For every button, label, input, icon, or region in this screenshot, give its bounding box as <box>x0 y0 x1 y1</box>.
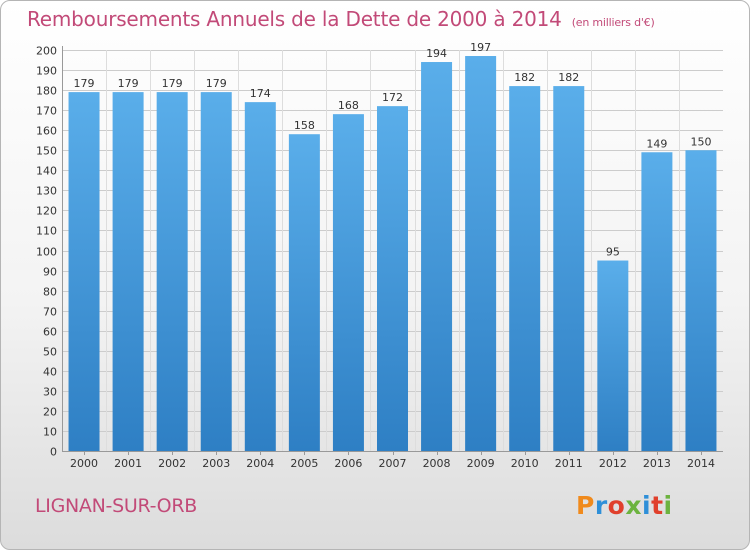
y-tick-label: 160 <box>36 125 57 138</box>
x-tick-label: 2001 <box>114 457 142 470</box>
y-tick-label: 130 <box>36 185 57 198</box>
commune-name: LIGNAN-SUR-ORB <box>35 495 197 517</box>
y-tick-label: 190 <box>36 65 57 78</box>
y-tick-label: 100 <box>36 246 57 259</box>
proxiti-logo: Proxiti <box>576 491 673 520</box>
x-tick-label: 2004 <box>246 457 274 470</box>
y-tick-label: 140 <box>36 165 57 178</box>
x-tick-label: 2013 <box>643 457 671 470</box>
y-tick-label: 110 <box>36 225 57 238</box>
x-tick-label: 2010 <box>511 457 539 470</box>
x-tick-label: 2005 <box>290 457 318 470</box>
x-tick-label: 2000 <box>70 457 98 470</box>
y-tick-label: 170 <box>36 105 57 118</box>
y-tick-label: 200 <box>36 45 57 58</box>
y-tick-label: 80 <box>43 286 57 299</box>
bars <box>68 56 717 451</box>
bar <box>421 62 453 451</box>
data-label: 150 <box>690 135 711 148</box>
bar <box>244 102 276 451</box>
bar <box>465 56 497 451</box>
x-tick-label: 2002 <box>158 457 186 470</box>
logo-letter: r <box>594 491 608 520</box>
x-tick-label: 2012 <box>599 457 627 470</box>
data-label: 179 <box>162 77 183 90</box>
bar <box>553 86 585 451</box>
logo-letter: i <box>642 491 652 520</box>
chart-title-text: Remboursements Annuels de la Dette de 20… <box>27 7 562 31</box>
y-tick-label: 50 <box>43 346 57 359</box>
data-label: 179 <box>206 77 227 90</box>
y-tick-label: 120 <box>36 205 57 218</box>
bar <box>377 106 408 451</box>
y-tick-label: 20 <box>43 406 57 419</box>
bar <box>200 92 232 451</box>
x-tick-label: 2008 <box>423 457 451 470</box>
bar <box>68 92 100 451</box>
bar <box>156 92 188 451</box>
y-tick-label: 40 <box>43 366 57 379</box>
x-tick-label: 2011 <box>555 457 583 470</box>
logo-letter: o <box>607 491 626 520</box>
data-label: 95 <box>606 246 620 259</box>
y-tick-label: 150 <box>36 145 57 158</box>
chart-title: Remboursements Annuels de la Dette de 20… <box>27 7 655 31</box>
data-label: 182 <box>514 71 535 84</box>
chart-unit: (en milliers d'€) <box>571 16 655 29</box>
logo-letter: P <box>576 491 595 520</box>
logo-letter: x <box>625 491 642 520</box>
bar <box>641 152 673 451</box>
x-tick-label: 2007 <box>379 457 407 470</box>
x-tick-label: 2003 <box>202 457 230 470</box>
bar <box>288 134 320 451</box>
data-label: 174 <box>250 87 271 100</box>
tick-labels: 0 10 20 30 40 50 60 70 80 90 100 110 120 130 140 150 160… <box>36 45 715 471</box>
x-tick-label: 2014 <box>687 457 715 470</box>
y-tick-label: 180 <box>36 85 57 98</box>
x-tick-label: 2009 <box>467 457 495 470</box>
y-tick-label: 90 <box>43 266 57 279</box>
axes <box>62 46 723 455</box>
y-tick-label: 10 <box>43 426 57 439</box>
data-label: 182 <box>558 71 579 84</box>
data-label: 158 <box>294 119 315 132</box>
data-label: 194 <box>426 47 447 60</box>
data-label: 172 <box>382 91 403 104</box>
data-label: 197 <box>470 41 491 54</box>
y-tick-label: 0 <box>50 446 57 459</box>
bar <box>112 92 144 451</box>
data-label: 149 <box>646 137 667 150</box>
bar <box>509 86 541 451</box>
y-tick-label: 30 <box>43 386 57 399</box>
x-tick-label: 2006 <box>334 457 362 470</box>
logo-letter: t <box>651 491 664 520</box>
data-label: 179 <box>118 77 139 90</box>
data-labels: 179 179 179 179 174 158 168 172 194 197 182 182 95 14… <box>74 41 712 259</box>
y-tick-label: 60 <box>43 326 57 339</box>
data-label: 179 <box>74 77 95 90</box>
logo-letter: i <box>663 491 673 520</box>
bar <box>597 260 629 451</box>
bar <box>332 114 364 451</box>
y-tick-label: 70 <box>43 306 57 319</box>
bar <box>685 150 717 451</box>
data-label: 168 <box>338 99 359 112</box>
